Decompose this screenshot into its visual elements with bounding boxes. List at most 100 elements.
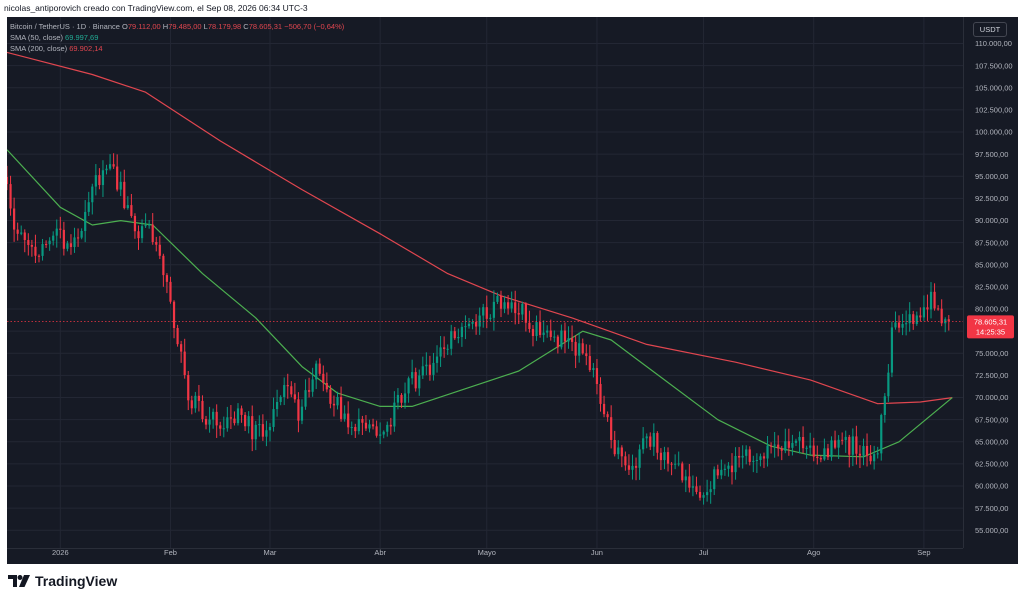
- candle: [59, 216, 62, 239]
- legend-high-value: 79.485,00: [168, 22, 202, 31]
- candle: [261, 414, 264, 441]
- candle: [201, 395, 204, 423]
- candle-body: [610, 417, 613, 440]
- price-axis-tick: 107.500,00: [975, 61, 1013, 70]
- candle-body: [55, 228, 58, 236]
- candle-body: [517, 313, 520, 315]
- candle-body: [897, 322, 901, 328]
- candle: [887, 364, 890, 402]
- candle: [510, 291, 513, 313]
- candle-body: [791, 442, 794, 448]
- candle-body: [325, 382, 328, 390]
- candle: [126, 196, 129, 210]
- candle: [659, 448, 663, 471]
- candle-body: [244, 414, 247, 427]
- candle-body: [76, 237, 80, 239]
- candle: [649, 432, 652, 451]
- candle: [105, 164, 108, 175]
- candle-body: [762, 456, 766, 459]
- legend-sma50-row[interactable]: SMA (50, close) 69.997,69: [10, 32, 344, 43]
- candle-body: [549, 330, 552, 338]
- candle-body: [922, 307, 926, 318]
- candle-body: [197, 395, 201, 401]
- candle-body: [720, 469, 723, 476]
- candle: [570, 325, 574, 352]
- candle: [578, 332, 581, 363]
- tradingview-logo[interactable]: TradingView: [8, 573, 117, 589]
- candle: [76, 228, 80, 247]
- candle-body: [460, 326, 464, 338]
- candle-body: [212, 411, 215, 420]
- candle-body: [30, 244, 33, 247]
- time-axis-tick: Mayo: [478, 548, 496, 557]
- candle: [837, 435, 840, 459]
- legend-sma50-value: 69.997,69: [65, 33, 99, 42]
- candle-body: [222, 428, 225, 430]
- candle-body: [634, 465, 638, 468]
- candle-body: [506, 302, 510, 309]
- candle-body: [116, 166, 119, 190]
- candle: [251, 405, 254, 452]
- current-price-label: 78.605,31: [974, 317, 1007, 326]
- candle: [645, 433, 648, 449]
- candle: [706, 479, 709, 502]
- candle-body: [165, 275, 169, 282]
- candle-body: [890, 327, 894, 373]
- price-chart[interactable]: 55.000,00 57.500,00 60.000,00 62.500,00 65.0…: [7, 17, 1018, 564]
- current-price-badge: [967, 315, 1014, 339]
- candle-body: [723, 468, 726, 470]
- candle-body: [727, 465, 730, 469]
- candle: [727, 462, 730, 477]
- candle-body: [485, 307, 488, 319]
- candle: [734, 447, 737, 480]
- candle-body: [734, 455, 737, 473]
- candle-body: [510, 302, 513, 309]
- candle-body: [307, 390, 311, 392]
- candle: [688, 463, 691, 493]
- candle-body: [364, 422, 368, 429]
- candle: [631, 454, 634, 480]
- candle-body: [652, 433, 655, 447]
- price-axis-tick: 110.000,00: [975, 39, 1012, 48]
- candle-body: [418, 375, 421, 389]
- currency-button[interactable]: USDT: [973, 22, 1007, 37]
- candle: [318, 358, 321, 376]
- candle: [254, 420, 257, 451]
- candle-body: [69, 243, 73, 248]
- candle-body: [119, 181, 122, 190]
- chart-panel[interactable]: [7, 17, 1018, 564]
- price-axis-tick: 67.500,00: [975, 415, 1008, 424]
- candle: [272, 397, 275, 432]
- candle-body: [233, 418, 236, 424]
- candle-body: [826, 448, 830, 458]
- candle-body: [670, 463, 673, 465]
- candle-body: [375, 426, 378, 436]
- candle: [130, 193, 133, 218]
- price-axis-tick: 60.000,00: [975, 482, 1008, 491]
- candle: [212, 408, 215, 429]
- candle-body: [674, 463, 677, 465]
- candle: [823, 438, 826, 461]
- candle-body: [464, 326, 467, 328]
- candle-body: [684, 476, 687, 481]
- candle: [158, 236, 161, 260]
- candle-body: [204, 419, 208, 425]
- candle: [695, 476, 698, 495]
- candle-body: [389, 424, 392, 427]
- candle-body: [272, 409, 275, 427]
- candle: [69, 234, 73, 255]
- candle-body: [279, 397, 282, 402]
- candle: [236, 403, 240, 426]
- legend-sma200-row[interactable]: SMA (200, close) 69.902,14: [10, 43, 344, 54]
- candle-body: [755, 460, 758, 462]
- candle: [20, 225, 23, 236]
- candle-body: [108, 164, 112, 169]
- candle: [180, 340, 183, 363]
- candle-body: [496, 296, 499, 302]
- candle: [55, 219, 58, 248]
- legend-high-label: H: [162, 22, 169, 31]
- candle-body: [595, 368, 599, 384]
- candle-body: [261, 424, 264, 437]
- candle-body: [219, 425, 222, 429]
- candle: [425, 352, 428, 376]
